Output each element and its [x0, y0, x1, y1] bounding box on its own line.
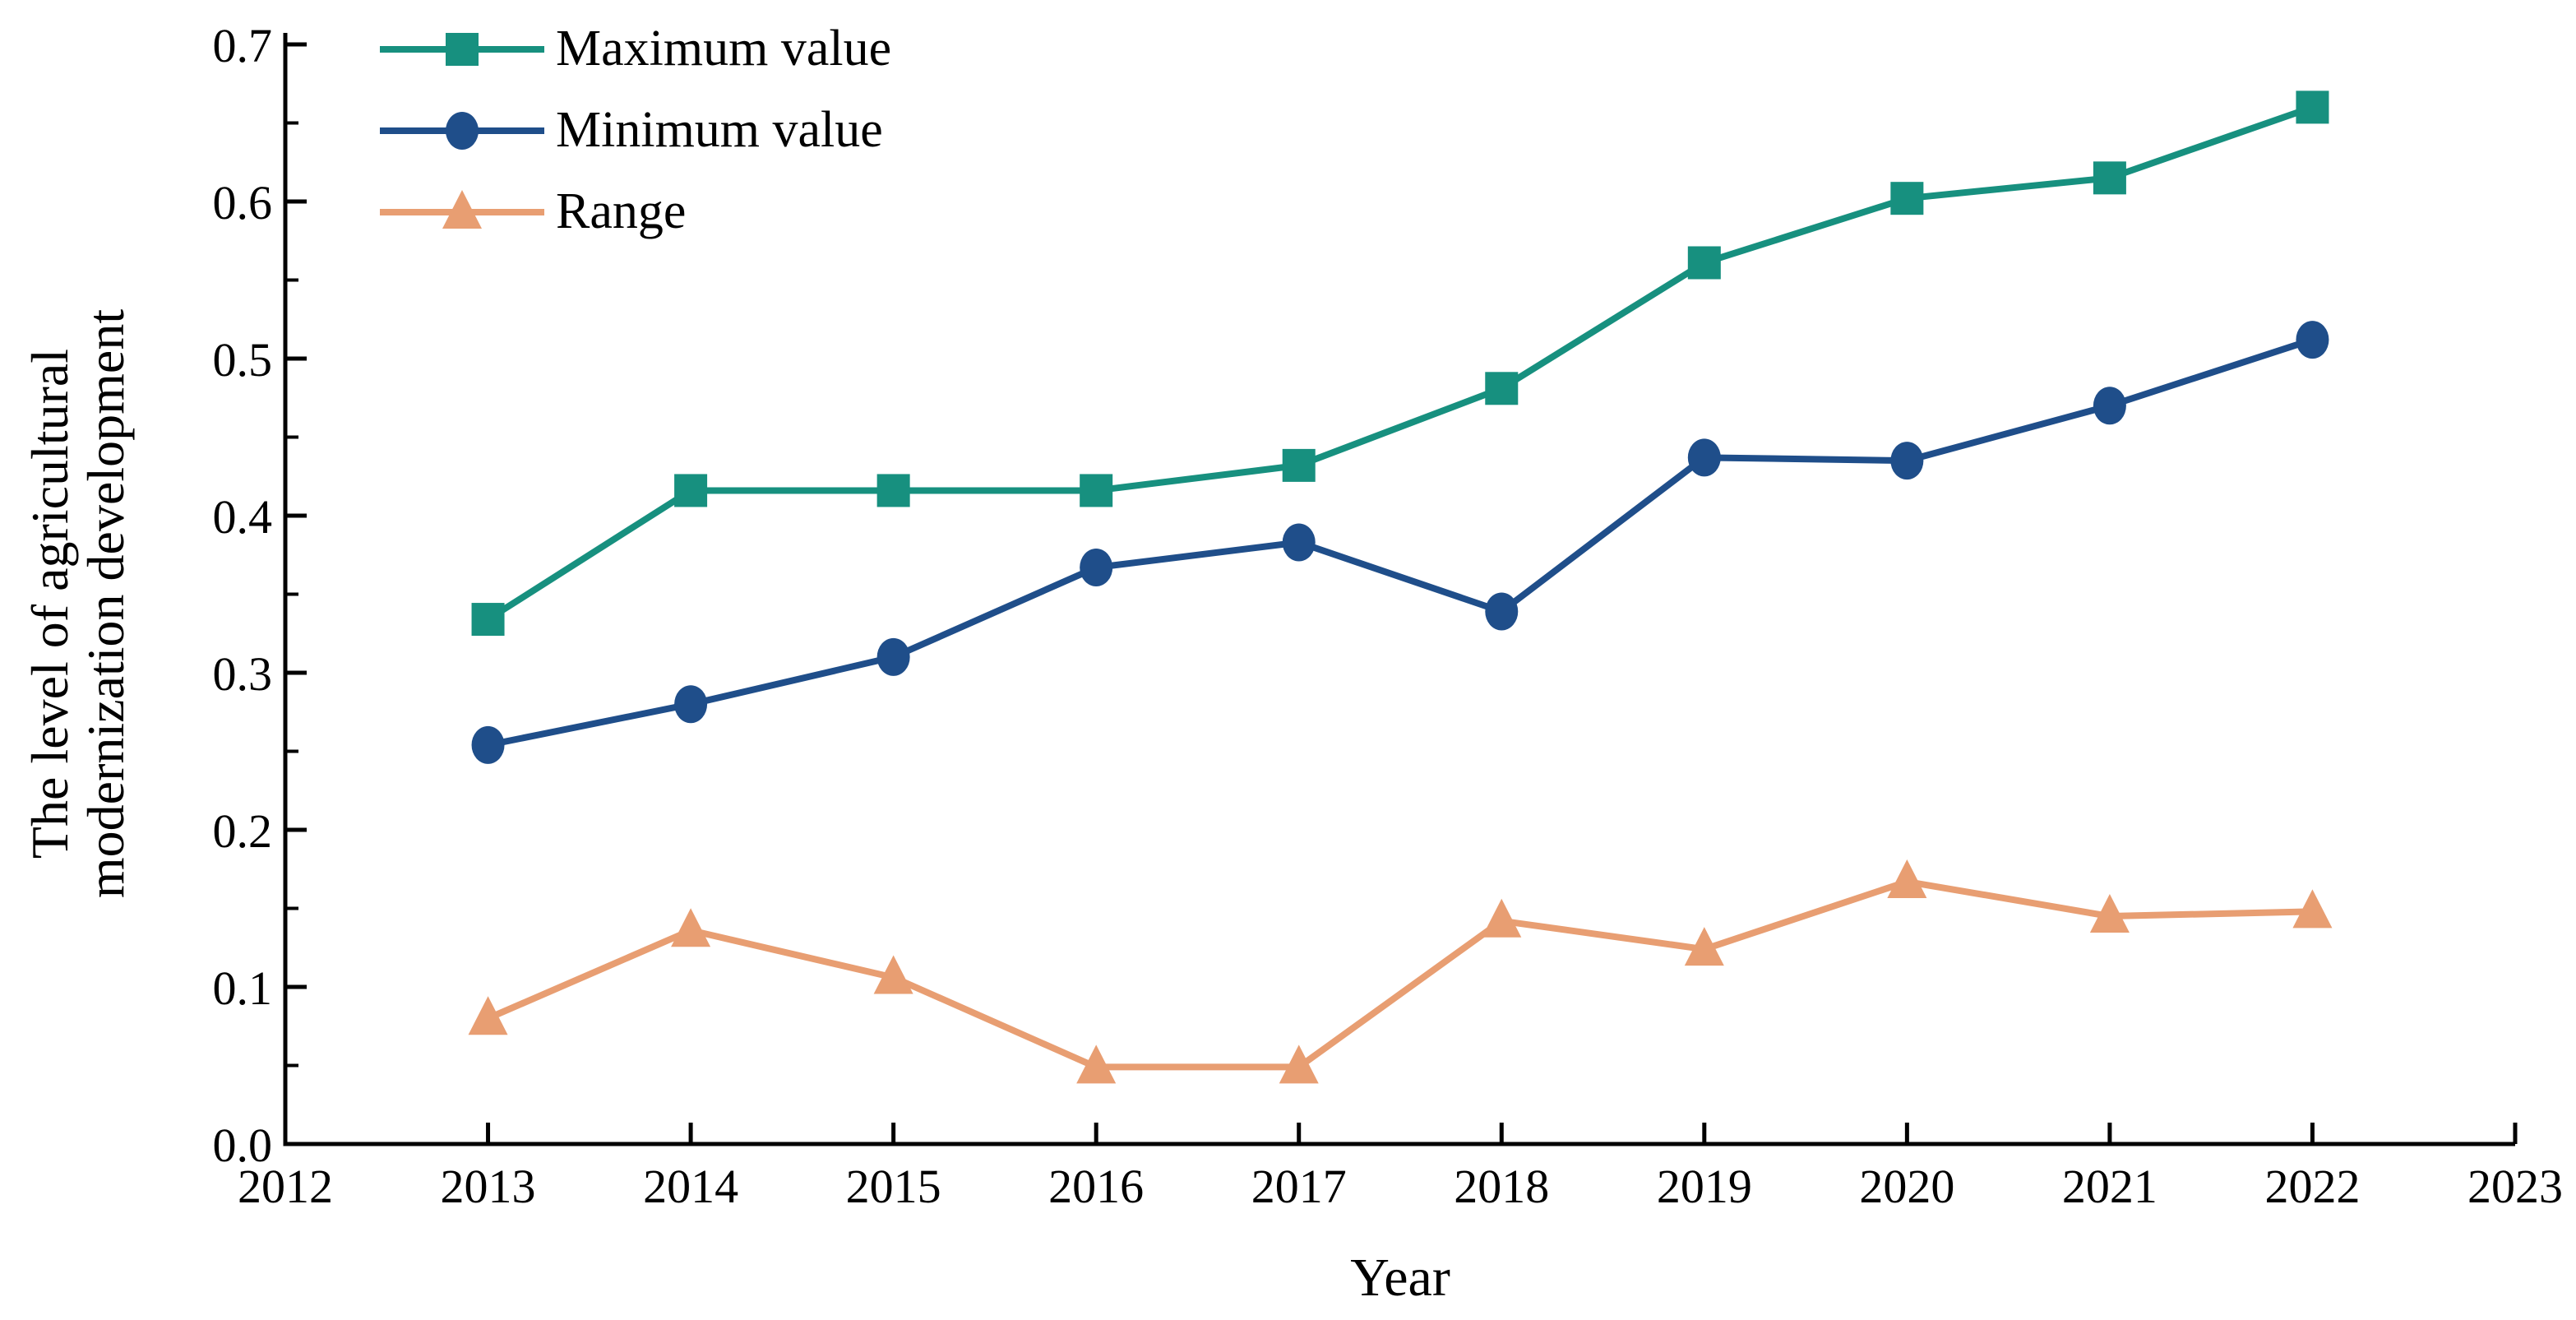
marker-circle-minimum-value: [674, 685, 708, 724]
series-maximum-value: [471, 90, 2329, 637]
marker-square-maximum-value: [1485, 372, 1519, 405]
x-tick-label: 2017: [1251, 1160, 1347, 1213]
marker-square-maximum-value: [876, 474, 910, 507]
marker-triangle-range: [671, 908, 711, 947]
legend-item-range: Range: [380, 171, 891, 252]
marker-circle-minimum-value: [1080, 549, 1113, 587]
marker-square-maximum-value: [1890, 182, 1924, 215]
marker-circle-minimum-value: [2093, 387, 2126, 425]
y-tick-label: 0.0: [213, 1119, 273, 1172]
legend-label: Range: [556, 183, 687, 239]
marker-triangle-range: [1684, 927, 1724, 966]
marker-square-maximum-value: [1687, 246, 1721, 280]
marker-circle-minimum-value: [876, 637, 910, 676]
legend-item-minimum-value: Minimum value: [380, 90, 891, 171]
y-tick-label: 0.6: [213, 176, 273, 229]
marker-square-maximum-value: [1080, 474, 1113, 507]
y-axis-title-line-2: modernization development: [76, 308, 135, 899]
legend-label: Maximum value: [556, 21, 892, 76]
legend-sample-circle-icon: [380, 111, 544, 150]
x-tick-label: 2014: [643, 1160, 738, 1213]
y-axis-title-line-1: The level of agricultural: [21, 348, 79, 859]
marker-circle-minimum-value: [1282, 523, 1316, 562]
x-tick-label: 2019: [1657, 1160, 1752, 1213]
marker-square-maximum-value: [2093, 161, 2126, 195]
marker-circle-minimum-value: [2296, 321, 2329, 359]
marker-circle-minimum-value: [1687, 438, 1721, 477]
x-tick-label: 2016: [1048, 1160, 1144, 1213]
series-range: [468, 859, 2333, 1084]
marker-triangle-range: [1482, 898, 1522, 938]
marker-triangle-range: [1076, 1044, 1117, 1084]
marker-triangle-range: [468, 996, 508, 1035]
y-tick-label: 0.2: [213, 804, 273, 858]
marker-square-maximum-value: [1282, 448, 1316, 482]
x-tick-label: 2023: [2467, 1160, 2563, 1213]
legend-sample-triangle-icon: [380, 189, 544, 229]
marker-square-legend-maximum-value: [446, 32, 479, 66]
legend-item-maximum-value: Maximum value: [380, 8, 891, 90]
marker-circle-legend-minimum-value: [446, 111, 479, 150]
x-tick-label: 2021: [2062, 1160, 2157, 1213]
marker-triangle-range: [1279, 1044, 1319, 1084]
y-tick-label: 0.5: [213, 333, 273, 387]
legend-sample-square-icon: [380, 32, 544, 66]
series-line-maximum-value: [486, 104, 2314, 623]
marker-circle-minimum-value: [471, 725, 505, 764]
y-tick-label: 0.7: [213, 19, 273, 72]
legend-label: Minimum value: [556, 102, 883, 158]
y-tick-label: 0.4: [213, 490, 273, 544]
marker-square-maximum-value: [2296, 90, 2329, 124]
series-line-minimum-value: [487, 336, 2314, 748]
x-tick-label: 2020: [1859, 1160, 1954, 1213]
x-tick-label: 2012: [238, 1160, 333, 1213]
marker-circle-minimum-value: [1890, 442, 1924, 480]
x-tick-label: 2013: [441, 1160, 536, 1213]
y-tick-label: 0.3: [213, 647, 273, 701]
x-axis-title: Year: [1350, 1248, 1450, 1308]
marker-triangle-range: [2089, 894, 2130, 933]
x-tick-label: 2015: [846, 1160, 941, 1213]
series-line-range: [486, 878, 2313, 1071]
marker-triangle-range: [2292, 889, 2333, 929]
marker-circle-minimum-value: [1485, 592, 1519, 631]
y-axis-title: The level of agricultural modernization …: [21, 28, 137, 1179]
marker-square-maximum-value: [674, 474, 708, 507]
marker-triangle-legend-range: [442, 189, 482, 229]
y-tick-label: 0.1: [213, 961, 273, 1015]
marker-triangle-range: [873, 955, 913, 994]
legend: Maximum value Minimum value Range: [380, 8, 891, 252]
x-tick-label: 2022: [2264, 1160, 2360, 1213]
x-tick-label: 2018: [1454, 1160, 1549, 1213]
marker-square-maximum-value: [471, 603, 505, 637]
marker-triangle-range: [1887, 859, 1927, 899]
series-minimum-value: [471, 321, 2329, 764]
